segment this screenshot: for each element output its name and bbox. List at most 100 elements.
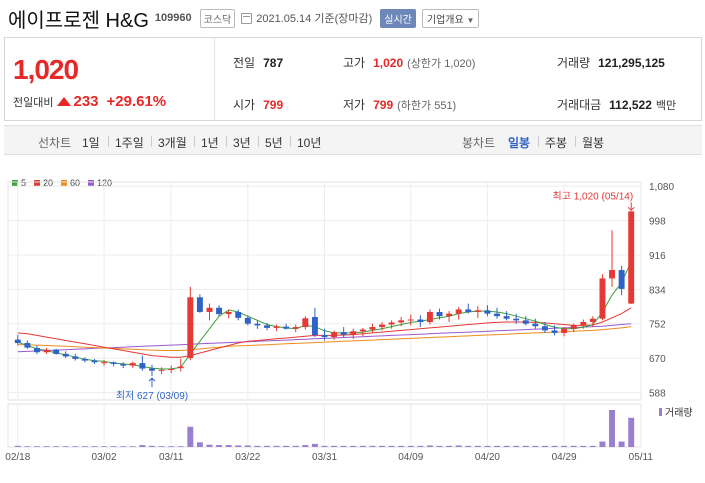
x-tick-label: 03/11 xyxy=(159,452,184,463)
company-overview-button[interactable]: 기업개요 ▼ xyxy=(421,8,480,28)
legend-ma20-label: 20 xyxy=(43,178,54,188)
volume-bar xyxy=(216,445,223,447)
x-tick-label: 04/20 xyxy=(475,452,500,463)
candle-body xyxy=(149,368,155,371)
y-tick-label: 1,080 xyxy=(649,182,674,193)
y-tick-label: 998 xyxy=(649,217,666,228)
candle-body xyxy=(522,320,529,324)
volume-legend-swatch xyxy=(659,408,662,416)
candle-body xyxy=(388,322,395,325)
candle-monthly[interactable]: 월봉 xyxy=(582,136,605,150)
low-label: 저가 xyxy=(343,98,366,112)
candle-body xyxy=(283,326,290,329)
volume-bar xyxy=(561,445,568,447)
candle-body xyxy=(72,356,79,359)
candle-body xyxy=(589,318,596,323)
candle-body xyxy=(599,278,606,319)
toolbar-divider xyxy=(290,136,291,147)
candle-body xyxy=(225,311,232,315)
period-1y[interactable]: 1년 xyxy=(201,136,219,150)
volume-bar xyxy=(484,445,491,447)
legend-swatch xyxy=(61,180,68,186)
candle-body xyxy=(455,309,462,314)
prev-close-value: 787 xyxy=(263,56,284,70)
candle-body xyxy=(235,311,242,318)
x-tick-label: 03/31 xyxy=(312,452,337,463)
candlestick-chart[interactable]: 588 670 752 834 916 998 1,080 02/18 03/02 03/11 03… xyxy=(0,160,705,483)
amount-unit: 백만 xyxy=(655,100,677,112)
amount-value: 112,522 xyxy=(609,98,652,112)
x-tick-label: 02/18 xyxy=(5,452,30,463)
candle-body xyxy=(158,369,165,371)
candle-daily[interactable]: 일봉 xyxy=(508,136,531,150)
volume-bar xyxy=(311,443,318,447)
candle-weekly[interactable]: 주봉 xyxy=(545,136,568,150)
y-tick-label: 834 xyxy=(649,285,666,296)
volume-bar xyxy=(168,446,175,448)
x-tick-label: 05/11 xyxy=(629,452,654,463)
volume-bar xyxy=(283,445,290,447)
ma-legend: 5 20 60 120 xyxy=(12,178,120,188)
candle-body xyxy=(91,360,98,363)
period-1w[interactable]: 1주일 xyxy=(115,136,144,150)
period-1d[interactable]: 1일 xyxy=(82,136,100,150)
high-label: 고가 xyxy=(343,56,366,70)
candle-body xyxy=(503,316,510,319)
volume-bar xyxy=(359,445,366,447)
candle-body xyxy=(302,318,309,328)
period-3y[interactable]: 3년 xyxy=(233,136,251,150)
toolbar-divider xyxy=(108,136,109,147)
volume-bar xyxy=(254,445,261,447)
candle-body xyxy=(24,342,31,348)
volume-bar xyxy=(14,445,21,447)
candle-chart-label: 봉차트 xyxy=(462,136,496,150)
candle-body xyxy=(331,332,338,338)
high-stat: 고가 1,020 (상한가 1,020) xyxy=(343,54,475,71)
volume-bar xyxy=(120,446,127,448)
volume-bar xyxy=(417,445,424,447)
period-5y[interactable]: 5년 xyxy=(265,136,283,150)
low-arrow-head xyxy=(148,377,156,382)
market-badge: 코스닥 xyxy=(199,8,236,28)
candle-body xyxy=(101,362,108,364)
period-3m[interactable]: 3개월 xyxy=(158,136,187,150)
volume-bar xyxy=(149,445,155,447)
candle-body xyxy=(379,324,385,328)
base-date: 2021.05.14 기준(장마감) xyxy=(256,13,373,25)
period-10y[interactable]: 10년 xyxy=(297,136,322,150)
candle-body xyxy=(398,320,405,323)
volume-bar xyxy=(494,445,500,447)
volume-bar xyxy=(177,446,184,448)
legend-ma60: 60 xyxy=(61,178,80,188)
candle-body xyxy=(129,363,136,366)
candle-body xyxy=(417,319,424,323)
toolbar-divider xyxy=(151,136,152,147)
y-tick-label: 588 xyxy=(649,388,666,399)
volume-bar xyxy=(331,445,338,447)
volume-bar xyxy=(81,446,88,448)
company-overview-label: 기업개요 xyxy=(426,14,464,26)
volume-bar xyxy=(129,446,136,448)
open-label: 시가 xyxy=(233,98,256,112)
volume-bar xyxy=(264,445,270,447)
volume-bar xyxy=(110,446,117,448)
volume-bar xyxy=(235,445,242,447)
candle-body xyxy=(292,327,299,329)
candle-body xyxy=(110,362,117,364)
volume-bar xyxy=(225,445,232,447)
legend-ma120-label: 120 xyxy=(97,178,113,188)
legend-ma120: 120 xyxy=(88,178,112,188)
y-tick-label: 752 xyxy=(649,320,666,331)
realtime-button[interactable]: 실시간 xyxy=(380,8,416,28)
candle-body xyxy=(321,335,328,338)
volume-bar xyxy=(53,446,60,448)
candle-body xyxy=(264,325,270,328)
volume-bar xyxy=(379,445,385,447)
chart-toolbar: 선차트 1일 1주일 3개월 1년 3년 5년 10년 봉차트 일봉 주봉 월봉 xyxy=(4,125,702,155)
volume-bar xyxy=(599,441,606,447)
candle-body xyxy=(244,317,251,324)
volume-bar xyxy=(426,445,433,447)
prev-close-stat: 전일 787 xyxy=(233,54,283,71)
volume-label: 거래량 xyxy=(557,56,591,70)
volume-bar xyxy=(158,446,165,448)
